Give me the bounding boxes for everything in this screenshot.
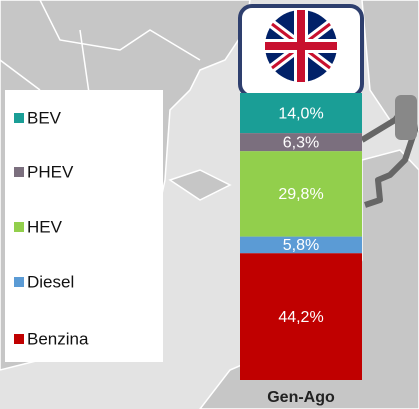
legend-swatch (14, 222, 24, 232)
bar-segment (240, 151, 362, 237)
pump-nozzle (395, 95, 417, 140)
bar-segment (240, 93, 362, 134)
value-label: 5,8% (283, 237, 319, 254)
legend-swatch (14, 167, 24, 177)
flag-cross (265, 10, 337, 82)
legend-label: Benzina (27, 329, 89, 348)
bar-segment (240, 236, 362, 254)
value-label: 14,0% (278, 105, 323, 122)
legend-label: HEV (27, 217, 63, 236)
bar-segment (240, 253, 362, 380)
legend-box (5, 90, 163, 362)
legend-label: BEV (27, 108, 62, 127)
legend-label: Diesel (27, 272, 74, 291)
x-tick-label: Gen-Ago (267, 389, 335, 406)
bar-segment (240, 133, 362, 152)
value-label: 44,2% (278, 309, 323, 326)
legend-swatch (14, 277, 24, 287)
legend-label: PHEV (27, 162, 74, 181)
map-border (0, 0, 201, 101)
map-island (168, 169, 232, 201)
value-label: 29,8% (278, 186, 323, 203)
legend-swatch (14, 334, 24, 344)
legend-swatch (14, 113, 24, 123)
value-label: 6,3% (283, 134, 319, 151)
